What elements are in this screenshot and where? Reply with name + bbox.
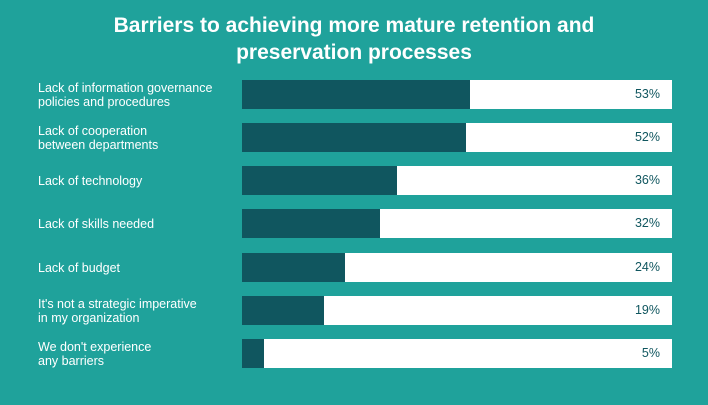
bar xyxy=(242,80,470,109)
category-label-line: between departments xyxy=(38,137,159,152)
bar xyxy=(242,209,380,238)
bar xyxy=(242,166,397,195)
category-label-line: Lack of cooperation xyxy=(38,123,148,138)
chart-title: Barriers to achieving more mature retent… xyxy=(0,12,708,66)
bar-row: Lack of cooperation between departments 52… xyxy=(0,123,708,152)
value-label: 52% xyxy=(634,130,660,144)
bar-track: 53% xyxy=(242,80,672,109)
chart-title-line: Barriers to achieving more mature retent… xyxy=(113,14,595,37)
category-label: It's not a strategic imperative in my org… xyxy=(38,296,238,325)
bar-row: It's not a strategic imperative in my org… xyxy=(0,296,708,325)
category-label-line: any barriers xyxy=(38,353,104,368)
bar-track: 32% xyxy=(242,209,672,238)
value-label: 53% xyxy=(634,87,660,101)
bar-row: Lack of technology 36% xyxy=(0,166,708,195)
category-label-line: Lack of technology xyxy=(38,173,143,188)
category-label: Lack of budget xyxy=(38,253,238,282)
bar-row: Lack of budget 24% xyxy=(0,253,708,282)
category-label: Lack of skills needed xyxy=(38,209,238,238)
bar-track: 52% xyxy=(242,123,672,152)
bar xyxy=(242,123,466,152)
category-label-line: in my organization xyxy=(38,310,140,325)
category-label-line: It's not a strategic imperative xyxy=(38,296,197,311)
category-label-line: We don't experience xyxy=(38,339,152,354)
bar xyxy=(242,296,324,325)
category-label-line: Lack of budget xyxy=(38,260,121,275)
bar-track: 5% xyxy=(242,339,672,368)
value-label: 36% xyxy=(634,173,660,187)
category-label: Lack of information governance policies a… xyxy=(38,80,238,109)
bar-track: 24% xyxy=(242,253,672,282)
bar xyxy=(242,339,264,368)
category-label: We don't experience any barriers xyxy=(38,339,238,368)
category-label: Lack of technology xyxy=(38,166,238,195)
bar-track: 36% xyxy=(242,166,672,195)
value-label: 19% xyxy=(634,303,660,317)
category-label-line: policies and procedures xyxy=(38,94,171,109)
bar-row: We don't experience any barriers 5% xyxy=(0,339,708,368)
value-label: 24% xyxy=(634,260,660,274)
category-label-line: Lack of information governance xyxy=(38,80,213,95)
bar-row: Lack of skills needed 32% xyxy=(0,209,708,238)
value-label: 32% xyxy=(634,216,660,230)
bar-row: Lack of information governance policies a… xyxy=(0,80,708,109)
chart-title-line: preservation processes xyxy=(236,41,472,64)
value-label: 5% xyxy=(641,346,660,360)
bar xyxy=(242,253,346,282)
category-label: Lack of cooperation between departments xyxy=(38,123,238,152)
bar-track: 19% xyxy=(242,296,672,325)
category-label-line: Lack of skills needed xyxy=(38,216,155,231)
